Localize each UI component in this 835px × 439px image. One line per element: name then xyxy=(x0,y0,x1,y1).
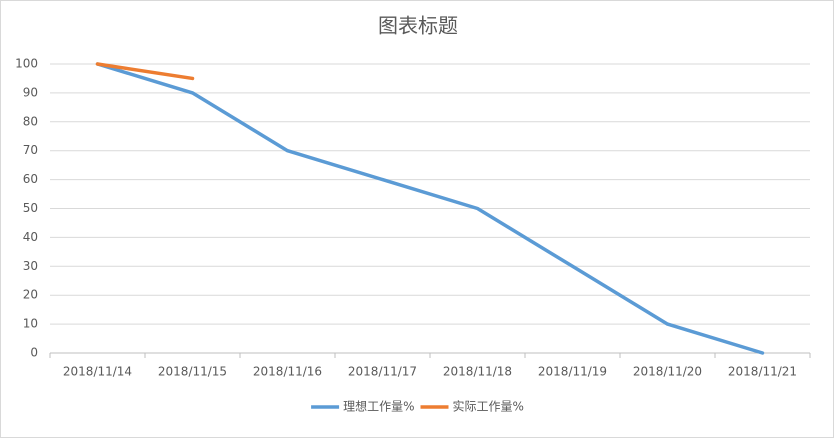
y-tick-label: 0 xyxy=(30,346,38,360)
y-tick-label: 40 xyxy=(23,230,38,244)
y-tick-label: 70 xyxy=(23,143,38,157)
data-line xyxy=(95,62,765,355)
x-tick-label: 2018/11/15 xyxy=(158,365,227,379)
x-tick-label: 2018/11/19 xyxy=(538,365,607,379)
x-tick-label: 2018/11/16 xyxy=(253,365,322,379)
y-tick-label: 100 xyxy=(15,57,38,71)
legend-label: 理想工作量% xyxy=(343,399,414,414)
y-tick-label: 30 xyxy=(23,259,38,273)
x-tick-label: 2018/11/20 xyxy=(633,365,702,379)
y-tick-label: 90 xyxy=(23,85,38,99)
x-tick-label: 2018/11/14 xyxy=(63,365,132,379)
y-tick-label: 80 xyxy=(23,114,38,128)
legend-label: 实际工作量% xyxy=(453,399,524,414)
x-tick-label: 2018/11/18 xyxy=(443,365,512,379)
x-tick-label: 2018/11/21 xyxy=(728,365,797,379)
x-tick-label: 2018/11/17 xyxy=(348,365,417,379)
y-tick-label: 60 xyxy=(23,172,38,186)
chart-title: 图表标题 xyxy=(378,14,458,38)
y-tick-label: 20 xyxy=(23,288,38,302)
y-tick-label: 50 xyxy=(23,201,38,215)
data-line xyxy=(95,62,195,81)
y-tick-label: 10 xyxy=(23,317,38,331)
